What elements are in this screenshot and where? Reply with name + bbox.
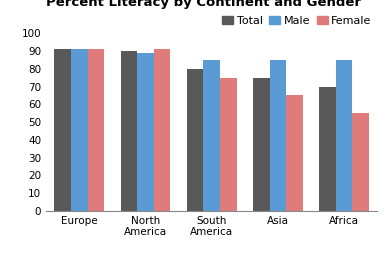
Bar [154,49,170,211]
Bar [220,78,236,211]
Bar [71,49,88,211]
Bar [88,49,104,211]
Bar [353,113,369,211]
Bar [253,78,270,211]
Bar [137,53,154,211]
Bar [286,95,303,211]
Bar [320,87,336,211]
Bar [270,60,286,211]
Text: Percent Literacy by Continent and Gender: Percent Literacy by Continent and Gender [46,0,361,9]
Bar [121,51,137,211]
Bar [187,69,204,211]
Bar [55,49,71,211]
Legend: Total, Male, Female: Total, Male, Female [222,16,372,26]
Bar [336,60,353,211]
Bar [204,60,220,211]
